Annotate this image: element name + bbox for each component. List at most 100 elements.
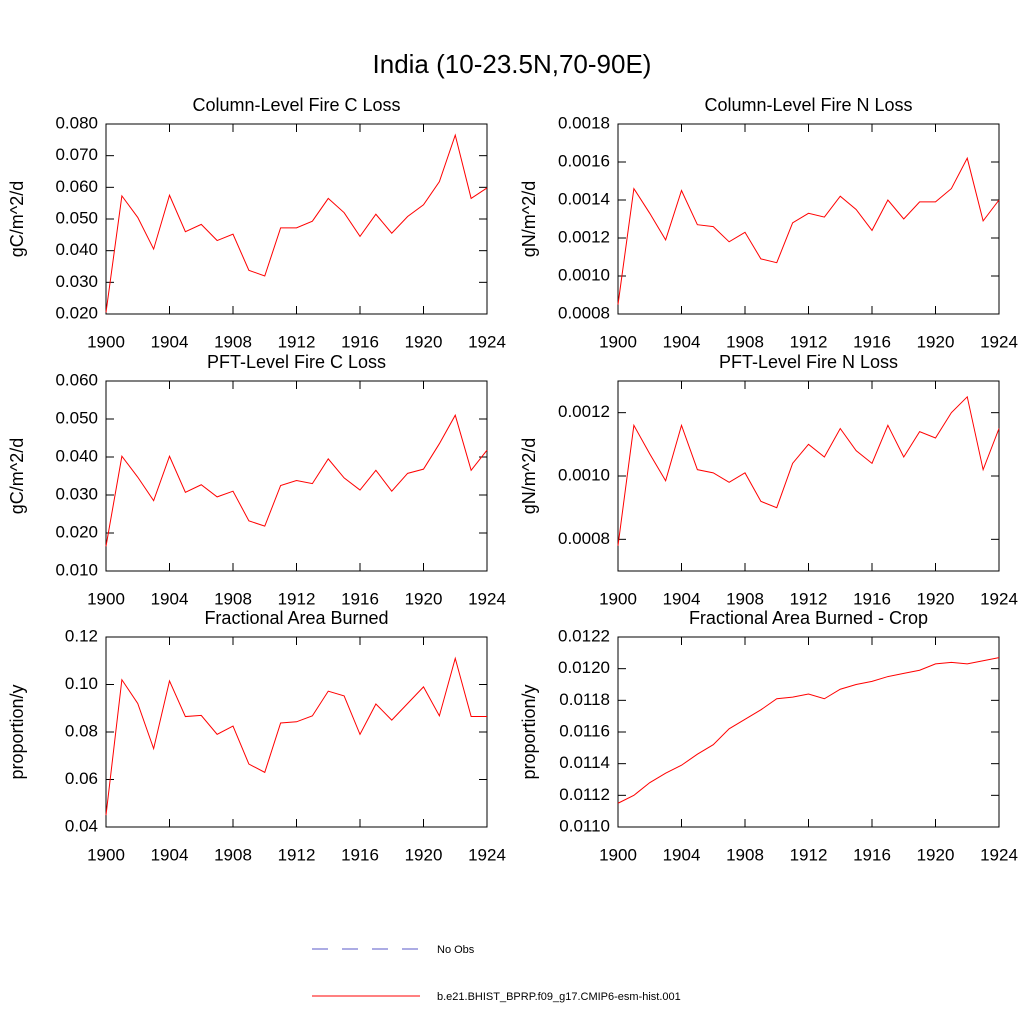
x-tick-label: 1904 [151, 589, 189, 608]
x-tick-label: 1916 [853, 332, 891, 351]
x-tick-label: 1908 [214, 332, 252, 351]
y-tick-label: 0.12 [65, 626, 98, 645]
y-tick-label: 0.04 [65, 816, 98, 835]
x-tick-label: 1920 [405, 589, 443, 608]
y-tick-label: 0.0118 [559, 690, 610, 709]
y-tick-label: 0.0010 [558, 265, 610, 284]
x-tick-label: 1908 [726, 332, 764, 351]
panel-title: Column-Level Fire C Loss [192, 95, 400, 115]
y-tick-label: 0.070 [55, 145, 98, 164]
x-tick-label: 1924 [468, 845, 506, 864]
x-tick-label: 1916 [341, 332, 379, 351]
x-tick-label: 1924 [980, 589, 1018, 608]
y-tick-label: 0.0018 [558, 113, 610, 132]
x-tick-label: 1916 [341, 589, 379, 608]
x-tick-label: 1908 [214, 589, 252, 608]
x-tick-label: 1920 [405, 845, 443, 864]
x-tick-label: 1904 [663, 845, 701, 864]
y-tick-label: 0.0008 [558, 303, 610, 322]
x-tick-label: 1912 [278, 589, 316, 608]
y-tick-label: 0.020 [55, 522, 98, 541]
y-tick-label: 0.060 [55, 370, 98, 389]
x-tick-label: 1904 [663, 332, 701, 351]
legend-label: No Obs [437, 944, 475, 956]
plot-frame [617, 123, 1000, 315]
x-tick-label: 1908 [726, 845, 764, 864]
y-tick-label: 0.040 [55, 240, 98, 259]
y-tick-label: 0.0116 [559, 721, 610, 740]
x-tick-label: 1920 [917, 845, 955, 864]
y-tick-label: 0.0014 [558, 189, 610, 208]
y-axis-label: proportion/y [7, 684, 27, 779]
y-tick-label: 0.040 [55, 446, 98, 465]
series-line [105, 133, 488, 313]
plot-frame [617, 636, 1000, 828]
y-axis-label: gC/m^2/d [7, 181, 27, 257]
y-tick-label: 0.060 [55, 177, 98, 196]
series-line [617, 395, 1000, 546]
plot-frame [105, 636, 488, 828]
x-tick-label: 1916 [341, 845, 379, 864]
series-line [617, 657, 1000, 804]
y-tick-label: 0.06 [65, 769, 98, 788]
series-line [617, 156, 1000, 305]
x-tick-label: 1900 [87, 589, 125, 608]
x-tick-label: 1912 [278, 332, 316, 351]
panel-title: PFT-Level Fire C Loss [207, 352, 386, 372]
x-tick-label: 1900 [87, 845, 125, 864]
y-tick-label: 0.08 [65, 721, 98, 740]
y-axis-label: proportion/y [519, 684, 539, 779]
x-tick-label: 1920 [917, 332, 955, 351]
x-tick-label: 1916 [853, 845, 891, 864]
y-tick-label: 0.080 [55, 113, 98, 132]
y-tick-label: 0.0008 [558, 529, 610, 548]
panel-title: Column-Level Fire N Loss [704, 95, 912, 115]
x-tick-label: 1924 [980, 845, 1018, 864]
x-tick-label: 1924 [468, 332, 506, 351]
panel-title: Fractional Area Burned - Crop [689, 608, 928, 628]
x-tick-label: 1912 [790, 332, 828, 351]
plot-frame [105, 380, 488, 572]
x-tick-label: 1912 [790, 589, 828, 608]
x-tick-label: 1924 [468, 589, 506, 608]
y-tick-label: 0.030 [55, 484, 98, 503]
plot-frame [105, 123, 488, 315]
y-tick-label: 0.0012 [558, 402, 610, 421]
plot-frame [617, 380, 1000, 572]
series-line [105, 413, 488, 547]
x-tick-label: 1900 [599, 332, 637, 351]
x-tick-label: 1904 [151, 845, 189, 864]
legend-label: b.e21.BHIST_BPRP.f09_g17.CMIP6-esm-hist.… [437, 991, 681, 1003]
y-tick-label: 0.050 [55, 408, 98, 427]
y-tick-label: 0.0110 [559, 816, 610, 835]
y-tick-label: 0.030 [55, 272, 98, 291]
figure-title: India (10-23.5N,70-90E) [373, 49, 652, 79]
panel-title: Fractional Area Burned [204, 608, 388, 628]
y-axis-label: gN/m^2/d [519, 181, 539, 257]
x-tick-label: 1904 [151, 332, 189, 351]
x-tick-label: 1920 [405, 332, 443, 351]
y-tick-label: 0.010 [55, 560, 98, 579]
y-tick-label: 0.10 [65, 674, 98, 693]
x-tick-label: 1912 [790, 845, 828, 864]
panel-title: PFT-Level Fire N Loss [719, 352, 898, 372]
x-tick-label: 1900 [87, 332, 125, 351]
y-tick-label: 0.0122 [558, 626, 610, 645]
y-tick-label: 0.0010 [558, 465, 610, 484]
y-tick-label: 0.0114 [559, 753, 610, 772]
y-axis-label: gN/m^2/d [519, 438, 539, 514]
y-tick-label: 0.050 [55, 208, 98, 227]
y-tick-label: 0.0012 [558, 227, 610, 246]
x-tick-label: 1924 [980, 332, 1018, 351]
x-tick-label: 1908 [726, 589, 764, 608]
y-tick-label: 0.0120 [558, 658, 610, 677]
y-tick-label: 0.020 [55, 303, 98, 322]
x-tick-label: 1920 [917, 589, 955, 608]
x-tick-label: 1900 [599, 845, 637, 864]
y-tick-label: 0.0016 [558, 151, 610, 170]
x-tick-label: 1912 [278, 845, 316, 864]
x-tick-label: 1900 [599, 589, 637, 608]
x-tick-label: 1908 [214, 845, 252, 864]
x-tick-label: 1916 [853, 589, 891, 608]
